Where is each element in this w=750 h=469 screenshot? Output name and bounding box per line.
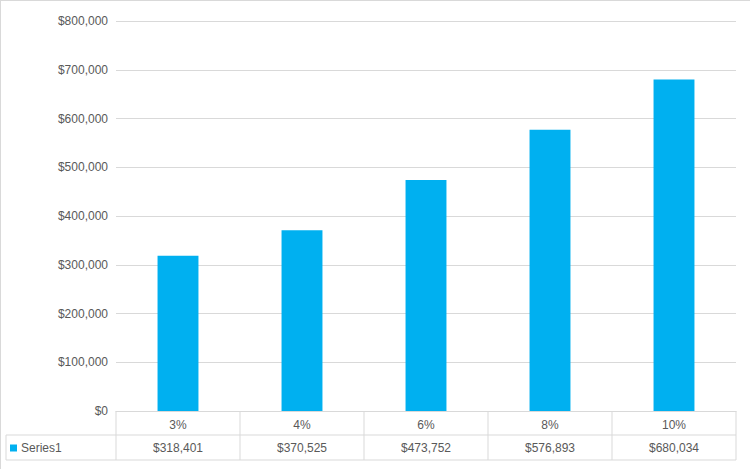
svg-text:$600,000: $600,000 [58, 112, 108, 126]
svg-text:$576,893: $576,893 [525, 441, 575, 455]
svg-text:$400,000: $400,000 [58, 209, 108, 223]
svg-text:$318,401: $318,401 [153, 441, 203, 455]
svg-text:$100,000: $100,000 [58, 355, 108, 369]
svg-text:$0: $0 [95, 404, 109, 418]
svg-text:8%: 8% [541, 418, 559, 432]
svg-text:6%: 6% [417, 418, 435, 432]
svg-text:$300,000: $300,000 [58, 258, 108, 272]
svg-text:$680,034: $680,034 [649, 441, 699, 455]
svg-text:$800,000: $800,000 [58, 14, 108, 28]
svg-text:3%: 3% [169, 418, 187, 432]
svg-text:$500,000: $500,000 [58, 160, 108, 174]
svg-text:10%: 10% [662, 418, 686, 432]
svg-text:$700,000: $700,000 [58, 63, 108, 77]
svg-text:$370,525: $370,525 [277, 441, 327, 455]
svg-text:4%: 4% [293, 418, 311, 432]
svg-text:$473,752: $473,752 [401, 441, 451, 455]
svg-text:$200,000: $200,000 [58, 307, 108, 321]
svg-text:Series1: Series1 [21, 441, 62, 455]
